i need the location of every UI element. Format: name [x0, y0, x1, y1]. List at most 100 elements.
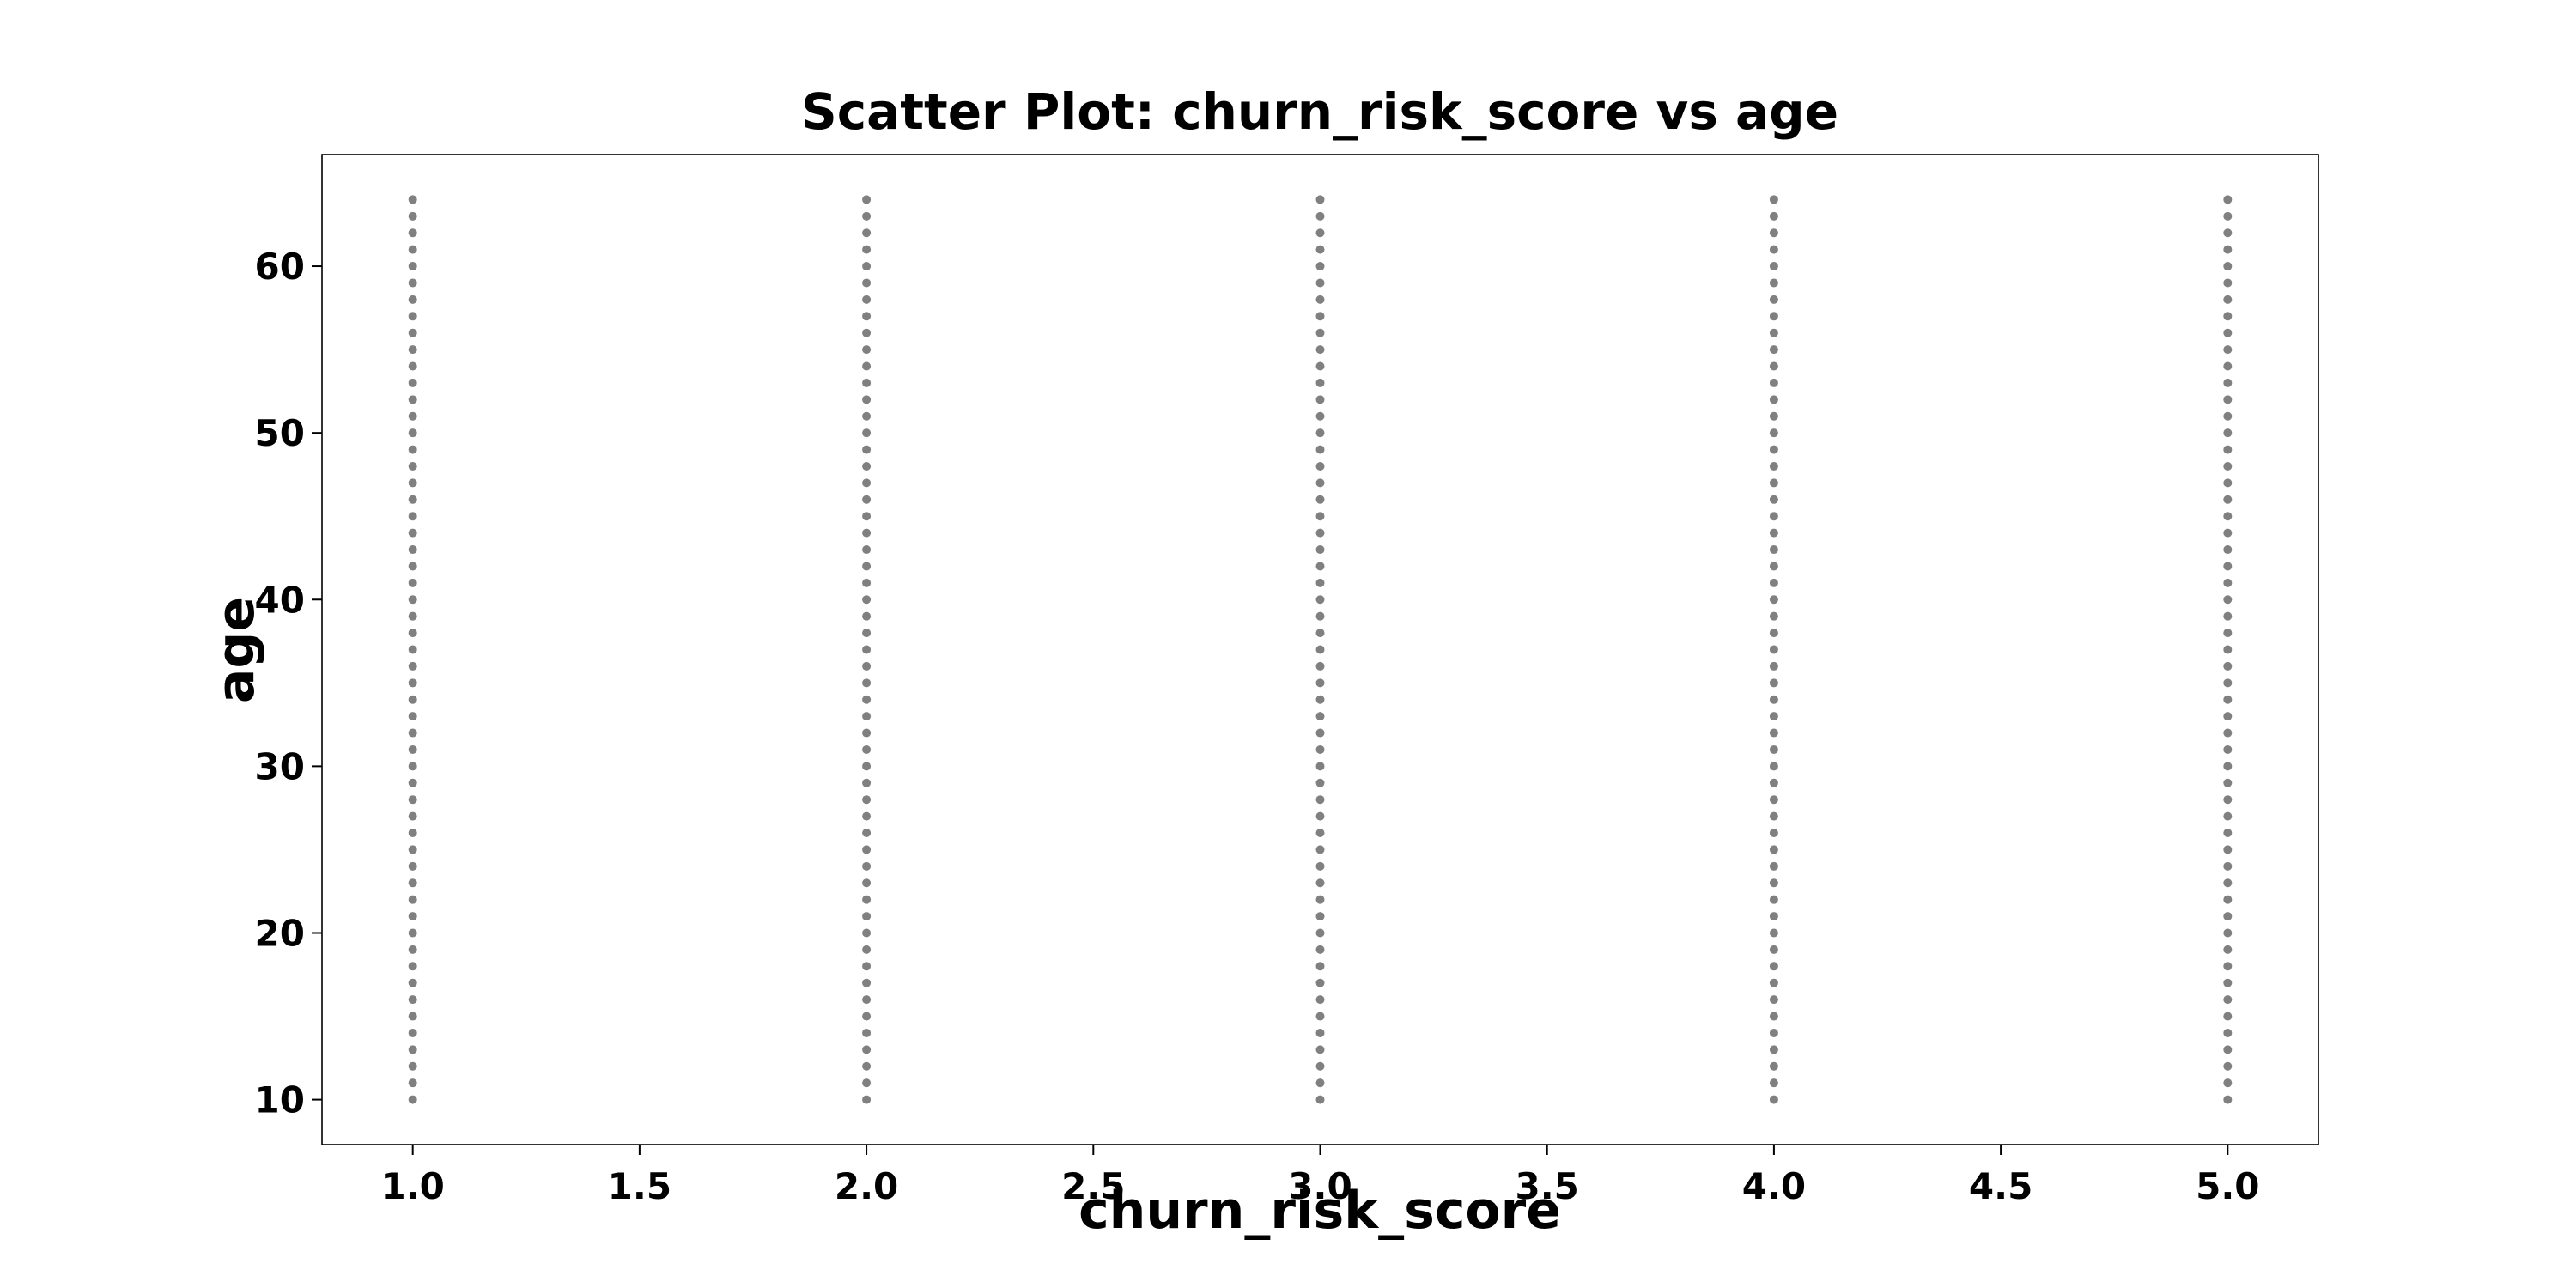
- point: [862, 1061, 872, 1071]
- point: [862, 728, 872, 738]
- point: [862, 495, 872, 504]
- point: [1315, 811, 1325, 821]
- point: [1769, 495, 1778, 504]
- point: [2223, 811, 2233, 821]
- point: [1315, 1045, 1325, 1054]
- point: [408, 445, 417, 454]
- point: [2223, 829, 2233, 838]
- point: [1769, 528, 1778, 538]
- point: [862, 1012, 872, 1021]
- point: [408, 378, 417, 387]
- point: [2223, 795, 2233, 805]
- point: [1315, 762, 1325, 771]
- point: [408, 312, 417, 321]
- point: [408, 478, 417, 488]
- point: [1315, 262, 1325, 271]
- point: [408, 1061, 417, 1071]
- point: [1769, 562, 1778, 571]
- point: [2223, 1012, 2233, 1021]
- point: [2223, 345, 2233, 355]
- point: [408, 861, 417, 871]
- point: [1769, 811, 1778, 821]
- point: [1315, 995, 1325, 1005]
- point: [408, 811, 417, 821]
- point: [408, 512, 417, 521]
- point: [862, 1045, 872, 1054]
- point: [1769, 395, 1778, 404]
- point: [1769, 995, 1778, 1005]
- point: [408, 928, 417, 938]
- point: [1769, 428, 1778, 438]
- point: [1315, 595, 1325, 605]
- point: [408, 245, 417, 254]
- point: [1769, 512, 1778, 521]
- point: [1769, 845, 1778, 854]
- point: [862, 545, 872, 555]
- x-tick-label: 1.0: [380, 1165, 444, 1207]
- point: [408, 912, 417, 921]
- point: [1315, 528, 1325, 538]
- point: [862, 811, 872, 821]
- point: [1315, 878, 1325, 888]
- point: [2223, 678, 2233, 688]
- point: [2223, 912, 2233, 921]
- point: [408, 528, 417, 538]
- point: [1769, 678, 1778, 688]
- point: [408, 678, 417, 688]
- point: [1315, 345, 1325, 355]
- point: [2223, 695, 2233, 704]
- point: [1769, 411, 1778, 421]
- point: [408, 428, 417, 438]
- point: [862, 912, 872, 921]
- point: [2223, 245, 2233, 254]
- x-tick-label: 4.5: [1969, 1165, 2032, 1207]
- point: [1769, 278, 1778, 288]
- point: [1315, 645, 1325, 654]
- point: [1315, 512, 1325, 521]
- point: [1769, 361, 1778, 371]
- point: [408, 645, 417, 654]
- point: [1315, 1061, 1325, 1071]
- point: [1315, 778, 1325, 787]
- point: [2223, 845, 2233, 854]
- point: [1769, 478, 1778, 488]
- point: [1769, 312, 1778, 321]
- point: [408, 278, 417, 288]
- point: [2223, 445, 2233, 454]
- point: [862, 312, 872, 321]
- point: [1315, 578, 1325, 587]
- point: [1315, 428, 1325, 438]
- point: [862, 845, 872, 854]
- point: [2223, 461, 2233, 471]
- point: [862, 395, 872, 404]
- point: [408, 895, 417, 904]
- point: [862, 562, 872, 571]
- point: [862, 461, 872, 471]
- point: [408, 878, 417, 888]
- point: [2223, 361, 2233, 371]
- x-tick-label: 2.5: [1061, 1165, 1125, 1207]
- point: [1769, 1028, 1778, 1037]
- point: [1315, 978, 1325, 987]
- x-tick-label: 2.0: [835, 1165, 898, 1207]
- x-tick-label: 1.5: [608, 1165, 671, 1207]
- point: [408, 778, 417, 787]
- point: [1769, 661, 1778, 671]
- point: [2223, 629, 2233, 638]
- point: [408, 461, 417, 471]
- plot-frame: [321, 154, 2319, 1145]
- point: [1315, 378, 1325, 387]
- point: [1769, 1095, 1778, 1104]
- point: [408, 328, 417, 337]
- point: [1315, 861, 1325, 871]
- point: [2223, 728, 2233, 738]
- point: [408, 762, 417, 771]
- point: [1315, 411, 1325, 421]
- point: [2223, 762, 2233, 771]
- point: [408, 744, 417, 754]
- point: [1769, 629, 1778, 638]
- point: [1769, 461, 1778, 471]
- x-axis-label: churn_risk_score: [1078, 1181, 1561, 1241]
- point: [862, 478, 872, 488]
